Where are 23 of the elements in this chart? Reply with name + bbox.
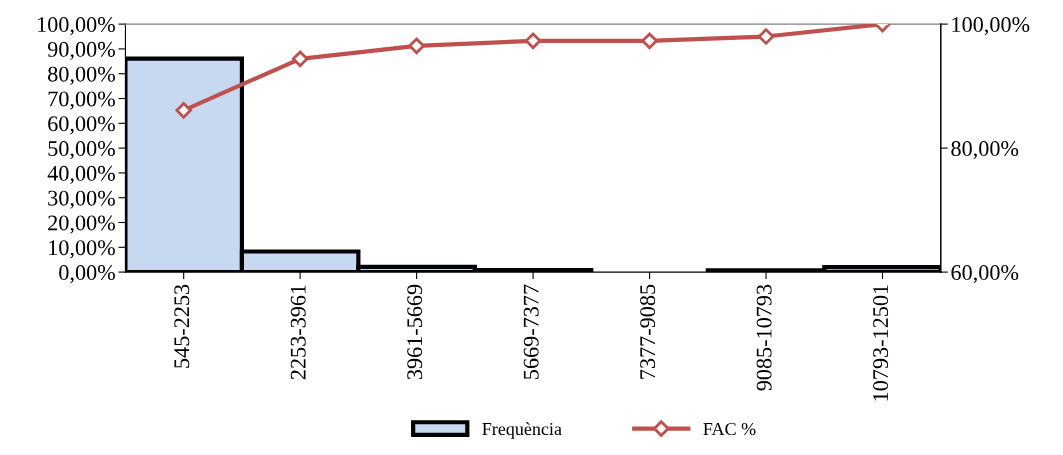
y-tick-label: 80,00% — [48, 66, 115, 85]
y-tick-label: 90,00% — [47, 41, 115, 61]
x-tick-label: 3961-5669 — [407, 284, 423, 380]
y-tick-label: 10,00% — [49, 240, 115, 259]
y-tick-label: 100,00% — [38, 17, 115, 36]
y-tick-label: 40,00% — [47, 165, 115, 185]
legend-label: FAC % — [703, 422, 756, 436]
y-tick-label: 50,00% — [48, 141, 115, 160]
y-tick-label: 60,00% — [48, 116, 115, 135]
x-tick-label: 10793-12501 — [873, 285, 889, 401]
y2-tick-label: 60,00% — [951, 265, 1019, 284]
legend-label: Frequència — [482, 422, 562, 439]
y-tick-label: 70,00% — [48, 91, 115, 110]
x-tick-label: 545-2253 — [174, 284, 190, 368]
x-tick-label: 9085-10793 — [756, 284, 772, 391]
x-tick-label: 7377-9085 — [640, 284, 656, 379]
x-tick-label: 5669-7377 — [523, 284, 539, 379]
y-tick-label: 20,00% — [48, 215, 115, 234]
y-tick-label: 30,00% — [48, 190, 115, 209]
y2-tick-label: 100,00% — [952, 17, 1030, 36]
x-tick-label: 2253-3961 — [290, 285, 306, 380]
y2-tick-label: 80,00% — [951, 141, 1019, 160]
y-tick-label: 0,00% — [59, 265, 115, 284]
